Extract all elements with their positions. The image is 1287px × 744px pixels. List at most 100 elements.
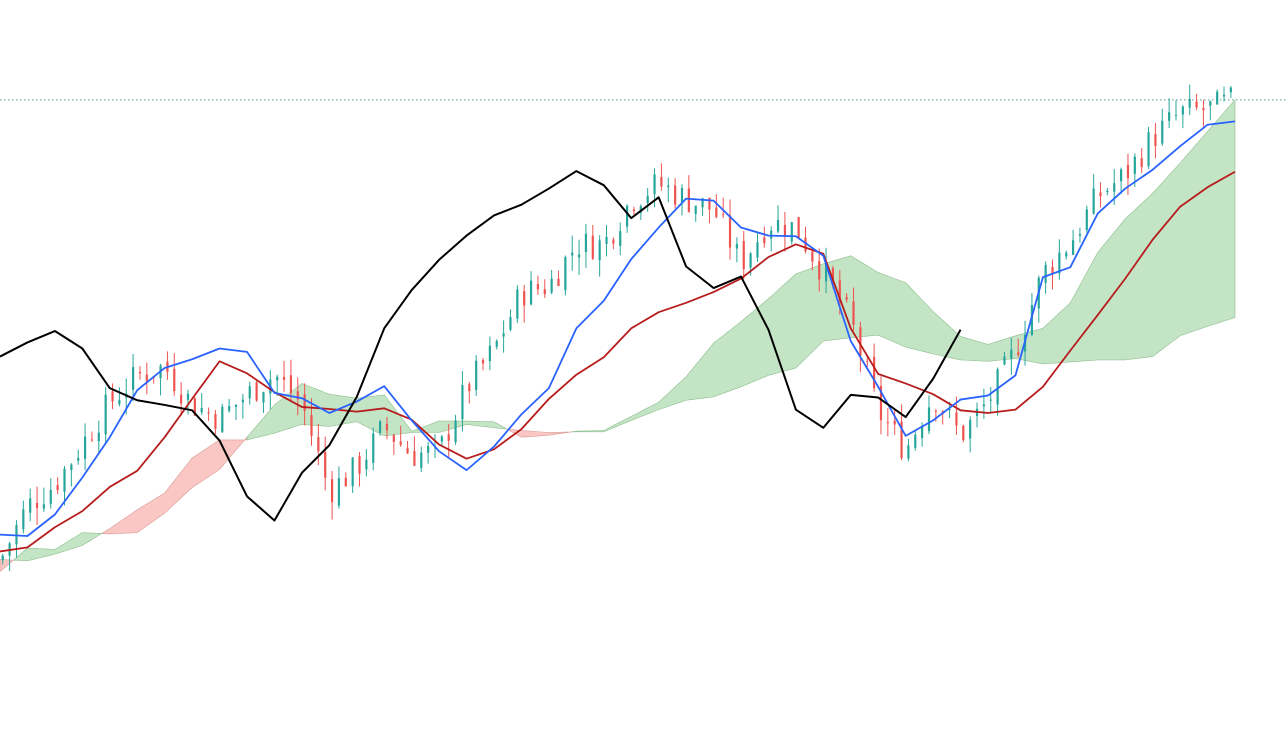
candle-up	[749, 253, 752, 268]
candle-up	[1010, 349, 1013, 359]
candle-up	[584, 233, 588, 252]
candle-down	[893, 420, 896, 425]
candle-down	[742, 240, 745, 270]
candle-down	[413, 451, 416, 466]
candle-down	[674, 185, 677, 205]
candle-down	[1154, 134, 1157, 146]
candle-up	[989, 399, 992, 401]
candle-up	[1085, 209, 1088, 231]
candle-down	[310, 415, 313, 436]
candle-up	[1113, 183, 1116, 192]
candle-up	[1, 555, 4, 561]
candle-down	[900, 421, 903, 459]
candle-up	[186, 393, 190, 400]
candle-up	[646, 195, 649, 203]
candle-up	[365, 459, 368, 470]
candle-down	[818, 260, 821, 280]
candle-down	[591, 235, 594, 259]
cloud-bullish-segment	[246, 383, 509, 441]
candle-down	[955, 412, 958, 426]
candle-down	[783, 224, 787, 237]
candle-down	[804, 237, 807, 252]
candle-down	[1202, 108, 1205, 111]
candle-up	[776, 220, 780, 232]
candle-up	[1188, 99, 1191, 108]
candle-up	[790, 222, 793, 242]
candle-up	[379, 421, 382, 433]
candle-down	[1140, 158, 1143, 167]
candle-down	[207, 412, 210, 414]
candle-down	[193, 398, 196, 416]
candle-down	[687, 188, 690, 212]
candle-up	[969, 419, 972, 439]
candle-up	[351, 457, 354, 487]
candle-up	[63, 468, 66, 492]
candle-up	[1003, 356, 1006, 365]
candle-down	[1099, 192, 1102, 197]
candle-down	[728, 215, 732, 248]
candle-down	[797, 217, 800, 239]
candle-up	[1071, 240, 1075, 255]
candle-up	[605, 237, 608, 244]
candle-down	[90, 439, 94, 441]
candle-down	[873, 356, 876, 389]
candle-down	[214, 413, 217, 429]
candle-up	[509, 317, 512, 330]
candle-down	[838, 280, 841, 302]
candle-up	[241, 399, 244, 403]
candle-up	[598, 240, 601, 261]
candle-up	[49, 489, 52, 504]
candle-up	[1106, 190, 1109, 193]
candle-up	[571, 252, 574, 256]
candle-up	[626, 205, 629, 227]
chikou-span-line	[0, 170, 962, 522]
candle-up	[427, 446, 430, 453]
candle-up	[234, 404, 238, 407]
candle-down	[715, 207, 718, 217]
candle-up	[921, 427, 924, 439]
candle-down	[859, 327, 862, 357]
candle-down	[845, 297, 848, 300]
candle-down	[173, 368, 176, 392]
candle-down	[557, 278, 560, 287]
candle-down	[385, 423, 389, 431]
candle-up	[420, 452, 423, 468]
candle-up	[475, 360, 478, 390]
candle-down	[303, 394, 306, 411]
candle-up	[653, 174, 656, 195]
candle-up	[1078, 233, 1082, 236]
cloud-bullish-segment	[572, 99, 1236, 433]
candle-up	[83, 436, 87, 459]
candle-down	[660, 176, 663, 187]
candle-down	[56, 485, 59, 491]
candle-down	[145, 374, 148, 382]
candle-up	[440, 436, 443, 442]
candle-up	[529, 280, 533, 305]
candle-up	[104, 394, 107, 435]
candle-up	[735, 243, 738, 249]
candle-up	[1133, 156, 1136, 174]
candle-down	[344, 477, 347, 487]
candle-down	[1051, 266, 1054, 274]
candle-up	[70, 464, 73, 471]
candle-down	[632, 209, 636, 212]
candle-up	[1092, 188, 1095, 214]
candle-down	[180, 394, 183, 404]
candle-down	[406, 447, 409, 454]
candle-down	[481, 360, 485, 364]
candle-up	[1044, 264, 1047, 283]
cloud-bearish-segment	[507, 428, 574, 438]
candle-down	[358, 456, 361, 474]
candle-down	[879, 386, 883, 421]
candle-up	[77, 457, 80, 461]
candle-up	[200, 407, 203, 413]
candle-up	[1181, 106, 1184, 115]
candle-down	[330, 479, 334, 503]
candle-up	[1058, 252, 1061, 274]
candle-down	[324, 451, 327, 478]
candle-up	[667, 185, 670, 188]
candle-up	[461, 385, 464, 420]
candle-down	[612, 239, 615, 244]
